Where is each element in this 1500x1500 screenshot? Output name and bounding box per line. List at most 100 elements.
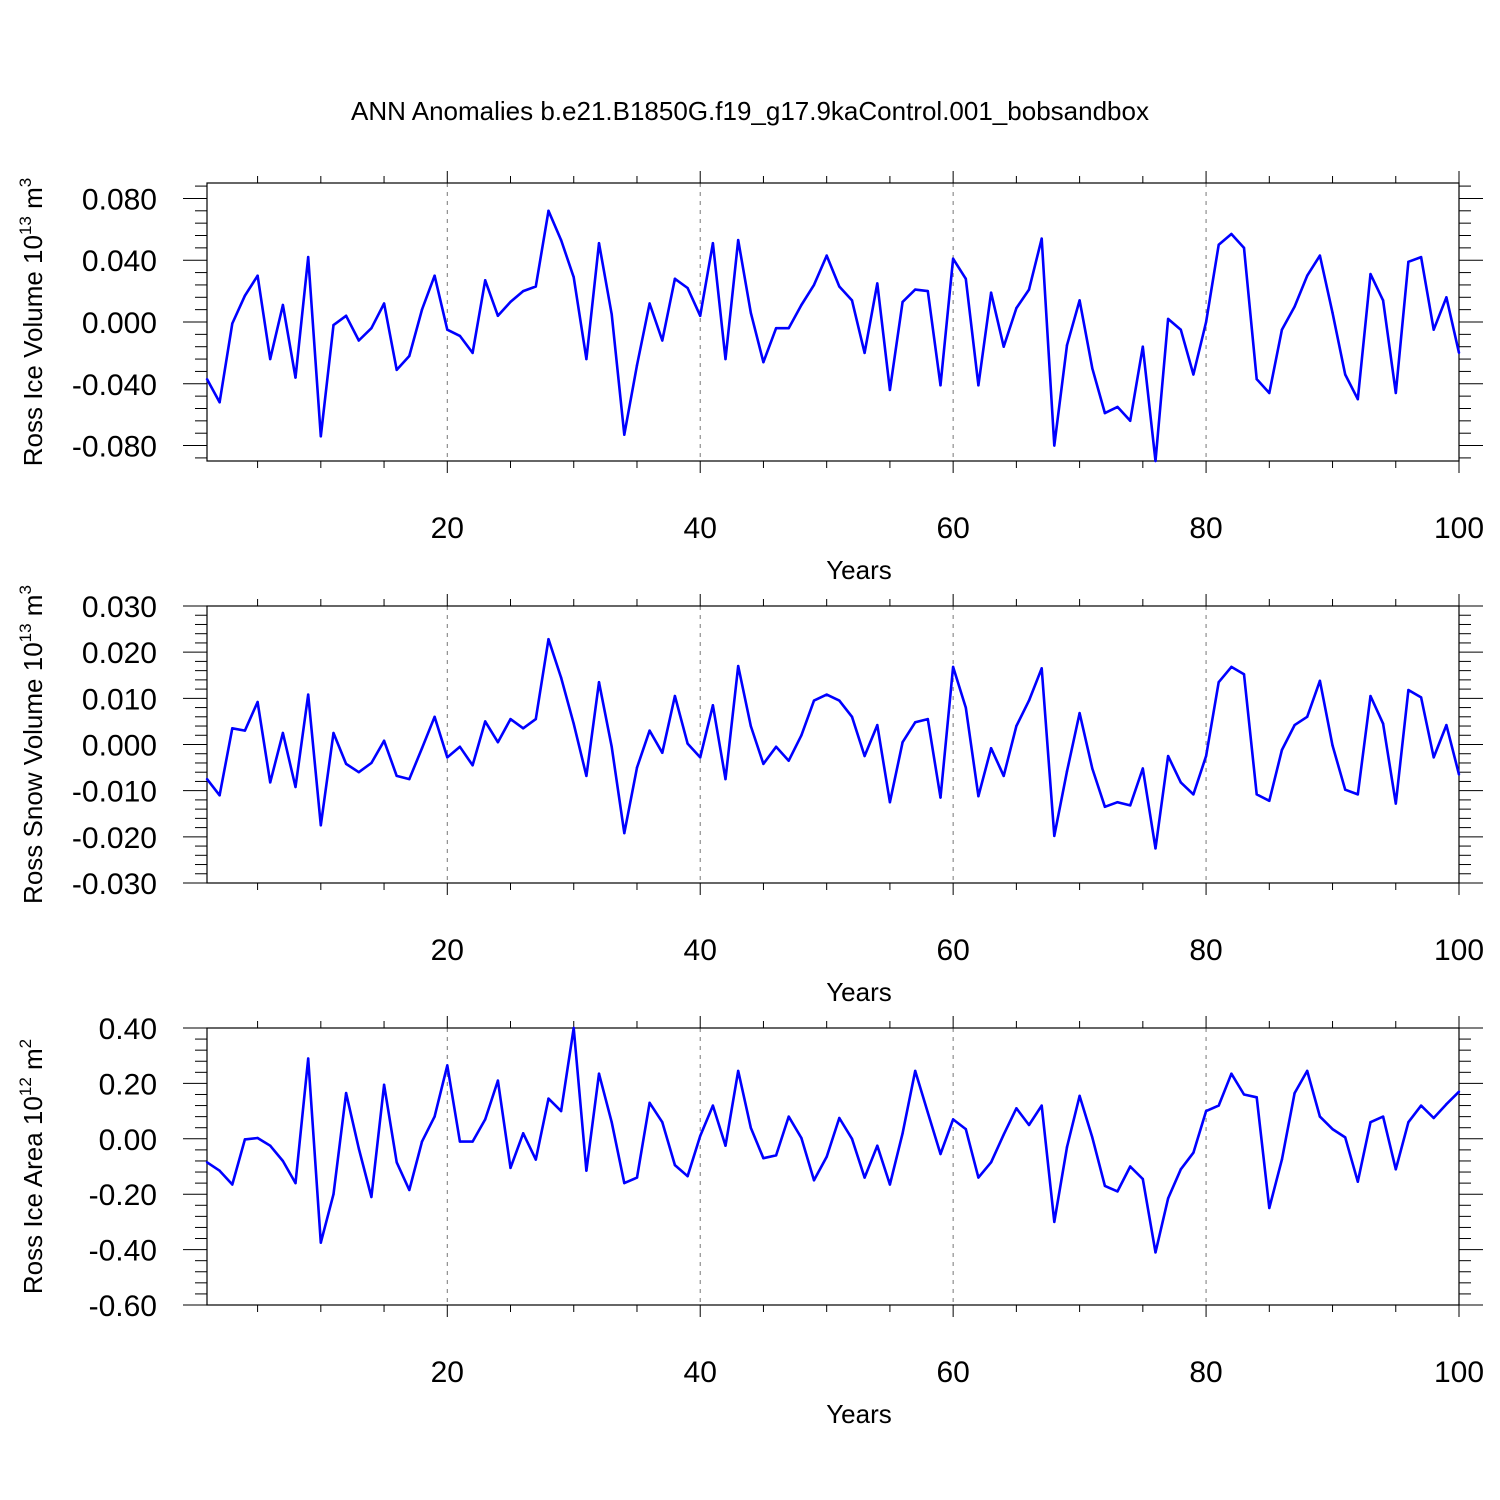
data-point (686, 286, 689, 290)
data-point (243, 729, 247, 732)
data-point (256, 274, 259, 277)
data-point (787, 1115, 790, 1118)
data-point (1154, 847, 1157, 850)
data-point (838, 1116, 841, 1120)
data-point (1217, 1104, 1220, 1107)
data-point (964, 1127, 967, 1131)
data-point (496, 740, 500, 744)
data-point (205, 377, 209, 381)
data-point (458, 745, 462, 749)
data-point (1293, 1091, 1296, 1095)
data-point (863, 754, 866, 758)
data-point (395, 1161, 398, 1164)
y-tick-label: 0.080 (82, 183, 157, 216)
data-point (1027, 1123, 1031, 1127)
data-point (218, 794, 221, 797)
data-point (610, 313, 613, 316)
data-point (269, 1144, 272, 1147)
y-tick-label: -0.010 (72, 776, 157, 809)
y-axis-label-part: 2 (16, 1039, 35, 1048)
data-point (1091, 367, 1094, 370)
data-point (281, 731, 285, 735)
data-point (635, 766, 639, 769)
data-point (408, 354, 411, 358)
data-point (699, 314, 702, 318)
data-point (534, 285, 538, 288)
data-point (774, 745, 778, 749)
data-point (1103, 1184, 1107, 1188)
data-point (989, 1161, 993, 1164)
data-point (521, 289, 525, 293)
data-point (1065, 770, 1069, 773)
data-point (256, 700, 259, 704)
data-point (332, 1193, 335, 1196)
data-point (711, 242, 715, 245)
data-point (1002, 345, 1005, 348)
data-point (977, 384, 980, 387)
data-point (484, 1118, 487, 1121)
data-point (1432, 328, 1435, 331)
data-point (1204, 320, 1208, 324)
data-point (547, 1097, 550, 1100)
data-point (1419, 255, 1423, 259)
data-point (610, 1120, 613, 1124)
data-point (1280, 748, 1284, 752)
data-point (1015, 306, 1018, 310)
data-point (838, 699, 841, 702)
data-point (1280, 328, 1284, 331)
data-point (585, 357, 588, 361)
data-point (269, 781, 272, 784)
data-point (1053, 834, 1056, 838)
data-point (1166, 754, 1170, 758)
data-point (711, 704, 715, 707)
x-tick-label: 20 (431, 1356, 464, 1389)
data-point (623, 1181, 626, 1185)
x-axis-label: Years (826, 555, 892, 585)
data-point (395, 368, 398, 372)
data-point (1432, 756, 1435, 759)
x-tick-label: 100 (1434, 934, 1484, 967)
data-point (977, 1176, 980, 1179)
y-axis-label-part: Ross Ice Volume 10 (18, 235, 48, 466)
data-point (1457, 351, 1461, 355)
data-point (850, 1137, 854, 1141)
data-point (876, 282, 879, 285)
data-point (559, 1109, 563, 1113)
x-tick-label: 40 (684, 934, 717, 967)
data-point (585, 774, 588, 778)
data-point (1128, 419, 1132, 423)
data-point (661, 339, 664, 342)
data-point (1116, 1190, 1119, 1193)
data-point (370, 326, 373, 330)
data-point (977, 795, 980, 798)
data-point (914, 288, 917, 291)
data-point (951, 1118, 955, 1121)
data-point (1369, 272, 1372, 276)
data-point (635, 364, 639, 367)
data-point (901, 1132, 904, 1135)
x-tick-label: 80 (1189, 512, 1222, 545)
y-tick-label: -0.080 (72, 431, 157, 464)
data-point (1128, 1165, 1132, 1168)
data-point (800, 303, 803, 307)
data-point (382, 1083, 386, 1086)
data-point (850, 715, 854, 718)
data-point (1015, 1107, 1018, 1110)
y-axis-label: Ross Ice Volume 1013 m3 (16, 178, 48, 467)
data-point (800, 734, 803, 737)
data-point (1356, 1180, 1360, 1183)
x-tick-label: 80 (1189, 1356, 1222, 1389)
data-point (572, 722, 575, 725)
data-point (370, 761, 373, 765)
data-point (1306, 274, 1309, 277)
data-point (1331, 311, 1334, 314)
data-point (1394, 391, 1397, 395)
data-point (294, 785, 297, 789)
data-point (1040, 667, 1043, 670)
data-point (559, 676, 563, 679)
data-point (547, 209, 550, 212)
data-point (231, 1183, 234, 1186)
data-point (1318, 1115, 1322, 1118)
data-point (623, 433, 626, 436)
data-point (1166, 1197, 1170, 1200)
